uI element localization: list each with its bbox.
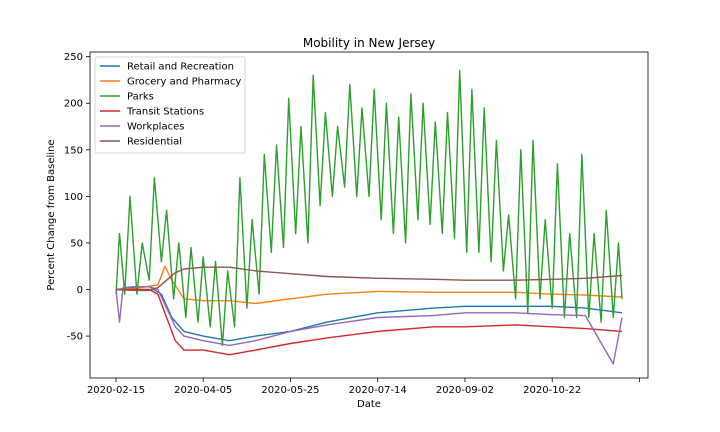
x-tick-label: 2020-07-14 (349, 385, 407, 396)
legend-label: Workplaces (127, 122, 184, 133)
y-tick-label: 50 (70, 238, 83, 249)
legend-label: Parks (127, 92, 154, 103)
legend-label: Residential (127, 137, 182, 148)
chart-title: Mobility in New Jersey (303, 36, 435, 50)
plot-area: 2020-02-15 2020-04-05 2020-05-25 2020-07-14… (64, 51, 649, 396)
x-tick-label: 2020-04-05 (174, 385, 232, 396)
series-line-6 (115, 266, 623, 292)
series-line-5 (115, 286, 623, 365)
y-tick-label: 250 (64, 52, 83, 63)
y-axis: -50 0 50 100 150 200 250 (64, 52, 90, 343)
x-tick-label: 2020-02-15 (87, 385, 145, 396)
legend-label: Grocery and Pharmacy (127, 77, 241, 88)
y-tick-label: 0 (77, 285, 83, 296)
x-tick-label: 2020-05-25 (261, 385, 319, 396)
x-axis-title: Date (357, 399, 381, 410)
legend-box (94, 56, 246, 154)
y-tick-label: 150 (64, 145, 83, 156)
series-layer (115, 69, 623, 365)
y-axis-title: Percent Change from Baseline (46, 139, 57, 290)
series-line-4 (116, 288, 623, 356)
plot-frame (89, 51, 649, 379)
series-line-3 (115, 69, 623, 347)
x-tick-label: 2020-09-02 (436, 385, 494, 396)
legend-label: Transit Stations (126, 107, 204, 118)
y-tick-label: -50 (67, 332, 83, 343)
legend-label: Retail and Recreation (127, 62, 234, 73)
y-tick-label: 100 (64, 192, 83, 203)
legend: Retail and Recreation Grocery and Pharmac… (94, 56, 246, 154)
y-tick-label: 200 (64, 99, 83, 110)
x-tick-label: 2020-10-22 (523, 385, 581, 396)
series-line-2 (115, 265, 623, 305)
x-axis: 2020-02-15 2020-04-05 2020-05-25 2020-07-14… (87, 378, 640, 396)
